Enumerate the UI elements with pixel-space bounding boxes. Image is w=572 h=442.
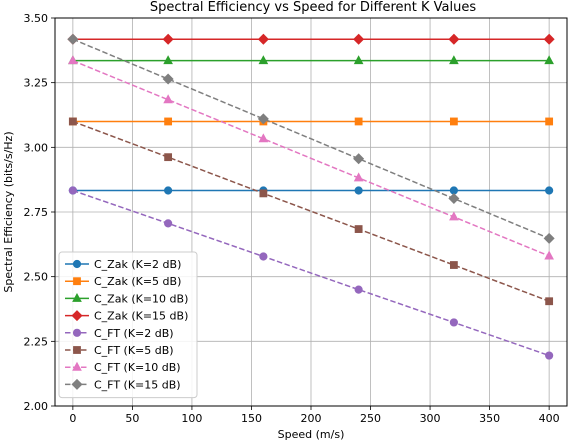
series-8 (67, 33, 555, 244)
legend-marker (72, 259, 82, 269)
series-line (72, 38, 550, 240)
data-point (68, 55, 78, 65)
data-point (448, 33, 460, 45)
data-point (68, 117, 77, 126)
series-line (72, 189, 550, 357)
legend-item: C_Zak (K=2 dB) (65, 258, 181, 271)
data-point (68, 186, 77, 195)
data-point (354, 117, 363, 126)
data-point (449, 55, 459, 65)
x-axis-label: Speed (m/s) (278, 428, 345, 441)
data-point (543, 232, 555, 244)
legend-marker (71, 378, 83, 390)
data-point (259, 189, 268, 198)
data-point (259, 252, 268, 261)
data-point (353, 33, 365, 45)
legend-marker (71, 310, 83, 322)
legend-box (58, 251, 198, 399)
legend-item: C_Zak (K=5 dB) (65, 275, 181, 288)
data-point (353, 55, 364, 65)
y-tick-label: 2.50 (24, 271, 49, 284)
data-point (449, 117, 458, 126)
data-point (545, 186, 554, 195)
legend-label: C_FT (K=5 dB) (94, 344, 174, 357)
legend-label: C_Zak (K=10 dB) (94, 292, 188, 305)
legend-item: C_FT (K=2 dB) (65, 327, 174, 340)
legend-label: C_Zak (K=15 dB) (94, 310, 188, 323)
data-point (353, 153, 365, 165)
legend-item: C_FT (K=10 dB) (65, 361, 181, 374)
data-point (354, 285, 363, 294)
data-point (545, 351, 554, 360)
series-line (72, 59, 550, 257)
legend-label: C_FT (K=10 dB) (94, 361, 181, 374)
y-axis-label: Spectral Efficiency (bits/s/Hz) (2, 131, 15, 292)
y-tick-label: 3.25 (24, 77, 49, 90)
legend-label: C_FT (K=2 dB) (94, 327, 174, 340)
y-tick-label: 2.00 (24, 400, 49, 413)
data-point (544, 55, 554, 65)
x-tick-label: 150 (241, 412, 262, 425)
legend-item: C_FT (K=15 dB) (65, 378, 181, 391)
x-tick-label: 200 (301, 412, 322, 425)
data-point (164, 117, 173, 126)
data-point (545, 117, 554, 126)
legend-item: C_Zak (K=10 dB) (65, 292, 188, 305)
y-tick-label: 2.25 (24, 335, 49, 348)
data-point (163, 94, 173, 104)
legend-label: C_Zak (K=5 dB) (94, 275, 181, 288)
data-point (449, 261, 458, 269)
x-tick-label: 300 (420, 412, 441, 425)
data-point (164, 153, 173, 162)
data-point (257, 113, 269, 125)
legend-label: C_FT (K=15 dB) (94, 378, 181, 391)
data-point (257, 33, 269, 45)
data-point (449, 211, 459, 221)
x-tick-label: 0 (69, 412, 76, 425)
y-tick-label: 2.75 (24, 206, 49, 219)
series-5 (68, 186, 554, 360)
data-point (448, 193, 460, 205)
data-point (353, 172, 364, 182)
data-point (258, 133, 269, 143)
data-point (164, 186, 173, 195)
series-7 (68, 55, 554, 260)
data-point (258, 55, 269, 65)
x-tick-label: 50 (125, 412, 139, 425)
data-point (543, 33, 555, 45)
x-tick-label: 400 (539, 412, 560, 425)
data-point (545, 297, 554, 306)
data-point (163, 55, 173, 65)
data-point (354, 186, 363, 195)
data-point (164, 219, 173, 228)
legend-marker (73, 277, 81, 286)
x-tick-label: 250 (360, 412, 381, 425)
data-point (544, 250, 554, 260)
legend: C_Zak (K=2 dB) C_Zak (K=5 dB) C_Zak (K=10 … (58, 251, 198, 399)
data-point (449, 318, 458, 327)
legend-marker (72, 328, 82, 337)
data-point (354, 225, 363, 233)
series-line (72, 120, 550, 302)
legend-label: C_Zak (K=2 dB) (94, 258, 181, 271)
legend-item: C_FT (K=5 dB) (65, 344, 174, 357)
x-tick-label: 350 (479, 412, 500, 425)
legend-marker (72, 361, 82, 371)
legend-marker (72, 292, 82, 302)
legend-item: C_Zak (K=15 dB) (65, 310, 188, 323)
y-tick-label: 3.50 (24, 12, 49, 25)
y-tick-label: 3.00 (24, 141, 49, 154)
chart-title: Spectral Efficiency vs Speed for Differe… (150, 0, 477, 15)
data-point (162, 73, 174, 85)
legend-marker (73, 346, 81, 354)
data-point (67, 33, 79, 45)
x-axis-ticks: 0 50 100 150 200 250 300 350 400 (69, 406, 560, 425)
x-tick-label: 100 (181, 412, 202, 425)
series-6 (68, 117, 554, 306)
y-axis-ticks: 2.00 2.25 2.50 2.75 3.00 3.25 3.50 (24, 12, 55, 413)
plot-series (67, 33, 555, 360)
data-point (162, 33, 174, 45)
